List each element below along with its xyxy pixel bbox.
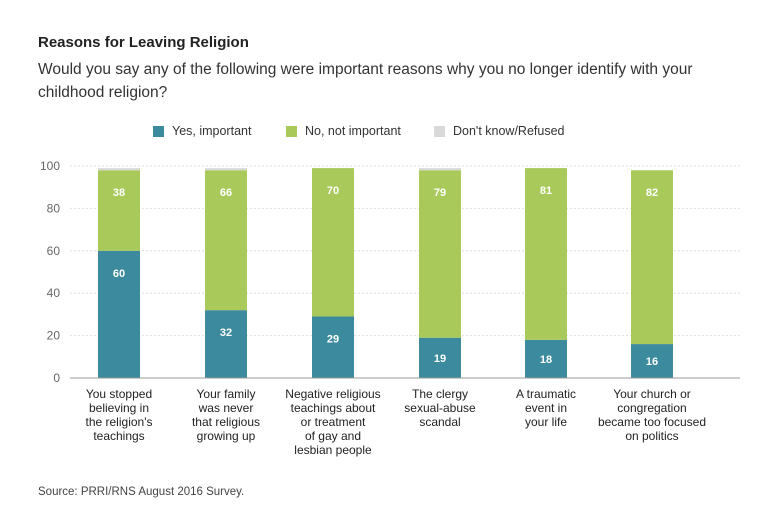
bar-segment-yes — [205, 310, 247, 378]
legend-item-yes: Yes, important — [153, 124, 251, 138]
data-label-yes: 32 — [220, 327, 232, 339]
x-category-label-line: your life — [525, 415, 567, 429]
x-category-label: Your church or congregation became too foc… — [598, 387, 706, 443]
legend-swatch-dk — [434, 125, 445, 137]
x-category-label-line: became too focused — [598, 415, 706, 429]
y-tick-label: 0 — [53, 371, 60, 385]
legend-item-no: No, not important — [286, 124, 401, 138]
data-label-yes: 18 — [540, 354, 552, 366]
x-category-label-line: or treatment — [301, 415, 366, 429]
legend-swatch-yes — [153, 125, 164, 137]
bar-segment-no — [205, 170, 247, 311]
x-category-label-line: congregation — [617, 401, 686, 415]
bar-segment-dk — [205, 168, 247, 171]
x-category-label-line: A traumatic — [516, 387, 576, 401]
bar-segment-yes — [525, 339, 567, 378]
bar-segment-dk — [98, 168, 140, 171]
x-category-label-line: Your family — [197, 387, 256, 401]
legend: Yes, important No, not important Don't k… — [0, 124, 771, 142]
y-tick-label: 80 — [47, 201, 61, 215]
legend-label-dk: Don't know/Refused — [453, 124, 565, 138]
x-category-label-line: Negative religious — [285, 387, 380, 401]
x-category-label-line: scandal — [419, 415, 460, 429]
bar-segment-dk — [419, 168, 461, 171]
bar-segment-yes — [419, 337, 461, 378]
data-label-yes: 19 — [434, 353, 446, 365]
legend-label-no: No, not important — [305, 124, 401, 138]
y-tick-label: 20 — [47, 329, 61, 343]
bar-segment-no — [631, 170, 673, 345]
x-category-label: Negative religious teachings about or trea… — [285, 387, 380, 457]
data-label-no: 82 — [646, 187, 658, 199]
bar-segment-yes — [312, 316, 354, 378]
data-label-no: 79 — [434, 187, 446, 199]
chart-subtitle: Would you say any of the following were … — [38, 61, 693, 101]
bar-segment-no — [525, 168, 567, 340]
data-label-yes: 16 — [646, 356, 658, 368]
x-category-label-line: teachings about — [291, 401, 376, 415]
x-category-label-line: You stopped — [86, 387, 152, 401]
chart-title: Reasons for Leaving Religion — [38, 34, 249, 51]
x-category-label-line: event in — [525, 401, 567, 415]
x-category-label-line: of gay and — [305, 429, 361, 443]
x-category-label-line: believing in — [89, 401, 149, 415]
bar-segment-yes — [98, 250, 140, 378]
bar-segment-no — [98, 170, 140, 251]
data-label-no: 70 — [327, 185, 339, 197]
x-category-label: You stopped believing in the religion's tea… — [86, 387, 153, 443]
legend-swatch-no — [286, 125, 297, 137]
y-tick-label: 100 — [40, 159, 60, 173]
x-category-label-line: The clergy — [412, 387, 468, 401]
y-tick-label: 60 — [47, 244, 61, 258]
source-note: Source: PRRI/RNS August 2016 Survey. — [38, 486, 245, 498]
legend-label-yes: Yes, important — [172, 124, 252, 138]
x-category-label: A traumatic event in your life — [516, 387, 576, 429]
x-category-label-line: Your church or — [613, 387, 691, 401]
data-label-no: 66 — [220, 187, 232, 199]
x-category-label: The clergy sexual-abuse scandal — [404, 387, 476, 429]
bar-segment-yes — [631, 344, 673, 378]
data-label-no: 81 — [540, 185, 552, 197]
x-category-label-line: that religious — [192, 415, 260, 429]
x-category-label-line: teachings — [93, 429, 144, 443]
x-category-label-line: sexual-abuse — [404, 401, 476, 415]
x-category-label-line: the religion's — [86, 415, 153, 429]
bar-segment-no — [419, 170, 461, 338]
data-label-yes: 29 — [327, 334, 339, 346]
x-category-label-line: was never — [198, 401, 254, 415]
x-category-label-line: growing up — [197, 429, 256, 443]
x-category-label-line: on politics — [625, 429, 678, 443]
data-label-yes: 60 — [113, 268, 125, 280]
data-label-no: 38 — [113, 187, 125, 199]
bar-segment-no — [312, 168, 354, 317]
y-tick-label: 40 — [47, 286, 61, 300]
x-category-label-line: lesbian people — [294, 443, 372, 457]
legend-item-dk: Don't know/Refused — [434, 124, 564, 138]
x-category-label: Your family was never that religious growin… — [192, 387, 260, 443]
